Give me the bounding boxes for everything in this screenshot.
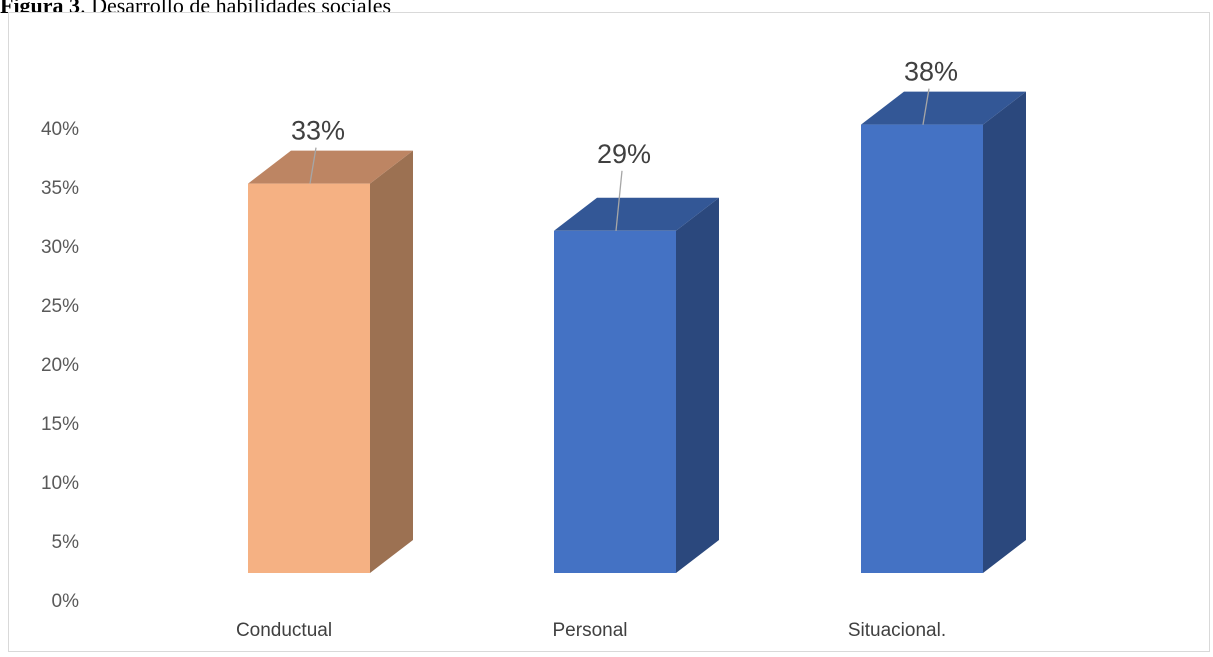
bar-side-3	[983, 91, 1026, 573]
data-label-leader-3	[922, 88, 930, 125]
category-label-1: Conductual	[236, 620, 332, 641]
bar-top-2	[554, 197, 719, 231]
data-label-3: 38%	[904, 57, 958, 87]
data-label-1: 33%	[291, 116, 345, 146]
category-label-3: Situacional.	[848, 620, 946, 641]
y-tick-label: 25%	[41, 296, 79, 317]
bar-top-1	[248, 150, 413, 184]
bar-3	[861, 124, 983, 573]
y-tick-label: 30%	[41, 237, 79, 258]
y-tick-label: 5%	[52, 532, 80, 553]
bar-side-1	[370, 150, 413, 573]
y-tick-label: 15%	[41, 414, 79, 435]
y-tick-label: 20%	[41, 355, 79, 376]
y-tick-label: 35%	[41, 178, 79, 199]
bar-side-2	[676, 197, 719, 574]
category-label-2: Personal	[553, 620, 628, 641]
bar-2	[554, 230, 676, 574]
data-label-leader-1	[309, 147, 317, 184]
bar-chart: 0% 5% 10% 15% 20% 25% 30% 35% 40% 33% Conductual 29…	[41, 57, 1026, 641]
data-label-2: 29%	[597, 139, 651, 169]
y-tick-label: 10%	[41, 473, 79, 494]
y-tick-label: 40%	[41, 119, 79, 140]
data-label-leader-2	[615, 170, 623, 231]
bar-1	[248, 183, 370, 573]
bar-top-3	[861, 91, 1026, 125]
y-tick-label: 0%	[52, 591, 80, 612]
chart-frame: 0% 5% 10% 15% 20% 25% 30% 35% 40% 33% Conductual 29…	[8, 12, 1210, 652]
